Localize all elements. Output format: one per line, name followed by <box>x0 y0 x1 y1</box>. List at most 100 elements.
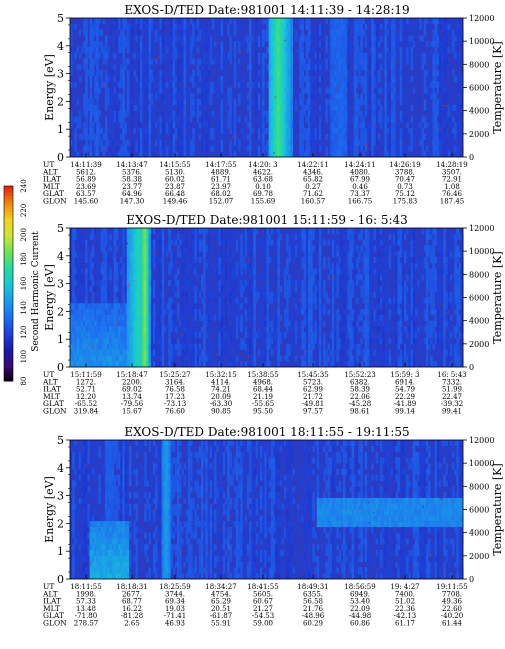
heatmap-cell <box>109 268 112 275</box>
heatmap-cell <box>266 46 269 54</box>
heatmap-cell <box>220 104 224 111</box>
heatmap-cell <box>122 81 125 88</box>
heatmap-cell <box>305 41 309 48</box>
heatmap-cell <box>168 233 171 240</box>
heatmap-cell <box>356 18 359 25</box>
heatmap-cell <box>135 139 138 146</box>
heatmap-cell <box>277 239 280 246</box>
heatmap-cell <box>211 228 215 235</box>
heatmap-cell <box>251 81 254 88</box>
heatmap-cell <box>388 116 392 123</box>
heatmap-cell <box>170 262 173 269</box>
heatmap-cell <box>135 343 138 350</box>
heatmap-cell <box>434 58 438 65</box>
heatmap-cell <box>283 274 287 281</box>
heatmap-cell <box>190 139 193 146</box>
heatmap-cell <box>179 35 182 42</box>
heatmap-cell <box>447 110 451 117</box>
heatmap-cell <box>205 332 208 339</box>
heatmap-cell <box>231 145 235 152</box>
heatmap-cell <box>233 110 237 117</box>
heatmap-cell <box>220 256 224 264</box>
heatmap-cell <box>262 128 265 135</box>
heatmap-cell <box>334 41 337 48</box>
heatmap-cell <box>369 46 372 54</box>
heatmap-cell <box>227 99 230 106</box>
heatmap-cell <box>353 128 357 135</box>
heatmap-cell <box>401 35 405 42</box>
heatmap-cell <box>316 338 320 345</box>
heatmap-cell <box>146 139 149 146</box>
heatmap-cell <box>124 332 128 339</box>
heatmap-cell <box>380 116 383 123</box>
heatmap-cell <box>273 58 276 65</box>
heatmap-cell <box>233 297 237 304</box>
heatmap-cell <box>113 361 117 368</box>
heatmap-cell <box>356 145 359 152</box>
heatmap-cell <box>152 151 156 158</box>
heatmap-cell <box>87 274 90 281</box>
heatmap-cell <box>205 23 208 30</box>
orbit-cell: 61.71 <box>211 176 231 184</box>
heatmap-cell <box>209 349 213 356</box>
heatmap-cell <box>181 151 184 158</box>
heatmap-cell <box>432 145 435 152</box>
heatmap-cell <box>371 23 374 30</box>
heatmap-cell <box>214 228 217 235</box>
heatmap-cell <box>74 139 77 146</box>
heatmap-cell <box>139 23 143 30</box>
heatmap-cell <box>253 239 256 246</box>
heatmap-cell <box>286 343 289 350</box>
heatmap-cell <box>443 70 446 77</box>
heatmap-cell <box>172 239 176 246</box>
heatmap-cell <box>122 251 125 258</box>
heatmap-cell <box>264 268 267 275</box>
heatmap-cell <box>316 314 320 321</box>
heatmap-cell <box>150 256 154 264</box>
heatmap-cell <box>131 338 134 345</box>
heatmap-cell <box>192 291 195 298</box>
heatmap-cell <box>240 233 243 240</box>
heatmap-cell <box>133 338 136 345</box>
heatmap-cell <box>148 256 152 264</box>
heatmap-cell <box>144 303 147 310</box>
colorbar-segment <box>4 257 13 262</box>
heatmap-cell <box>201 93 204 100</box>
heatmap-cell <box>290 151 293 158</box>
heatmap-cell <box>89 274 93 281</box>
heatmap-cell <box>332 139 335 146</box>
heatmap-cell <box>118 332 121 339</box>
heatmap-cell <box>327 355 331 362</box>
heatmap-cell <box>290 343 293 350</box>
heatmap-cell <box>218 297 221 304</box>
heatmap-cell <box>148 338 152 345</box>
heatmap-cell <box>148 151 152 158</box>
heatmap <box>70 18 464 158</box>
heatmap-cell <box>246 64 250 71</box>
heatmap-cell <box>336 145 339 152</box>
heatmap-cell <box>445 87 449 94</box>
heatmap-cell <box>148 116 152 123</box>
heatmap-cell <box>312 332 315 339</box>
heatmap-cell <box>109 116 112 123</box>
heatmap-cell <box>124 64 128 71</box>
heatmap-cell <box>279 35 283 42</box>
heatmap-cell <box>142 228 145 235</box>
heatmap-cell <box>301 93 304 100</box>
heatmap-cell <box>277 52 280 59</box>
heatmap-cell <box>438 99 442 106</box>
heatmap-cell <box>238 256 241 264</box>
heatmap-cell <box>406 46 409 54</box>
heatmap-cell <box>268 291 272 298</box>
heatmap-cell <box>312 268 315 275</box>
heatmap-cell <box>336 23 339 30</box>
heatmap-cell <box>133 256 136 264</box>
heatmap-cell <box>196 228 200 235</box>
heatmap-cell <box>262 139 265 146</box>
heatmap-cell <box>342 139 346 146</box>
heatmap-cell <box>148 245 152 252</box>
heatmap-cell <box>115 233 119 240</box>
heatmap-cell <box>299 332 302 339</box>
heatmap-cell <box>314 332 318 339</box>
heatmap-cell <box>152 70 156 77</box>
